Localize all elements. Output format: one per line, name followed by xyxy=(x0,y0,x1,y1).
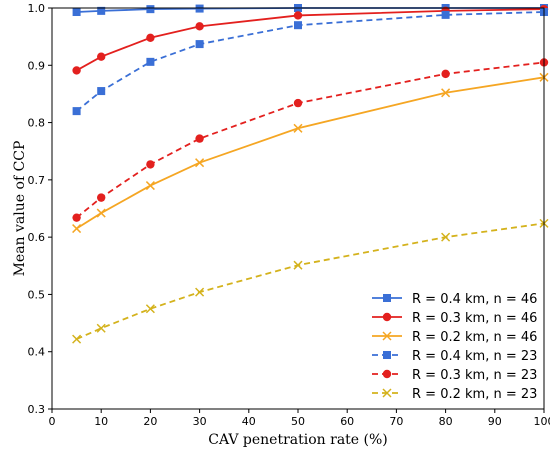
data-point xyxy=(72,224,82,234)
legend-label: R = 0.4 km, n = 46 xyxy=(412,292,537,307)
data-point xyxy=(97,87,106,96)
y-tick-label: 0.4 xyxy=(28,346,46,359)
x-tick-label: 60 xyxy=(340,415,354,428)
legend-marker xyxy=(382,388,392,398)
x-tick-label: 80 xyxy=(439,415,453,428)
legend-entry: R = 0.4 km, n = 46 xyxy=(372,292,537,307)
legend-label: R = 0.2 km, n = 46 xyxy=(412,330,537,345)
data-point xyxy=(146,160,155,169)
legend-entry: R = 0.4 km, n = 23 xyxy=(372,349,537,364)
y-axis: 0.3 0.4 0.5 0.6 0.7 0.8 0.9 1.0 xyxy=(28,2,52,416)
data-point xyxy=(97,52,106,61)
series-4 xyxy=(72,8,548,116)
data-point xyxy=(145,181,155,191)
x-tick-label: 40 xyxy=(242,415,256,428)
series-5 xyxy=(72,58,549,222)
y-tick-label: 1.0 xyxy=(28,2,46,15)
x-tick-label: 0 xyxy=(49,415,56,428)
x-tick-label: 30 xyxy=(193,415,207,428)
data-point xyxy=(294,21,302,30)
data-point xyxy=(146,33,155,42)
y-tick-label: 0.5 xyxy=(28,288,46,301)
data-point xyxy=(195,40,204,49)
data-point xyxy=(72,107,81,116)
data-point xyxy=(293,260,303,270)
legend-marker xyxy=(383,294,391,302)
legend: R = 0.4 km, n = 46 R = 0.3 km, n = 46 R = … xyxy=(372,292,537,402)
legend-marker xyxy=(383,351,391,359)
x-axis-label: CAV penetration rate (%) xyxy=(208,432,388,448)
legend-label: R = 0.4 km, n = 23 xyxy=(412,349,537,364)
data-point xyxy=(441,69,450,79)
data-point xyxy=(441,232,451,242)
data-point xyxy=(96,323,106,333)
legend-entry: R = 0.2 km, n = 23 xyxy=(372,387,537,402)
data-point xyxy=(195,134,204,143)
plot-area xyxy=(72,4,549,344)
x-tick-label: 90 xyxy=(488,415,502,428)
legend-entry: R = 0.3 km, n = 46 xyxy=(372,311,537,326)
data-point xyxy=(293,123,303,133)
y-axis-label: Mean value of CCP xyxy=(12,141,28,277)
data-point xyxy=(72,334,82,344)
data-point xyxy=(146,57,155,66)
data-point xyxy=(195,287,205,297)
x-axis: 0 10 20 30 40 50 60 70 80 90 100 xyxy=(49,409,550,428)
data-point xyxy=(441,88,451,98)
y-tick-label: 0.3 xyxy=(28,403,46,416)
x-tick-label: 10 xyxy=(94,415,108,428)
series-2 xyxy=(72,4,549,75)
data-point xyxy=(145,304,155,314)
y-tick-label: 0.8 xyxy=(28,117,46,130)
legend-label: R = 0.3 km, n = 23 xyxy=(412,368,537,383)
legend-label: R = 0.2 km, n = 23 xyxy=(412,387,537,402)
series-line xyxy=(76,61,545,219)
data-point xyxy=(293,11,303,20)
data-point xyxy=(72,213,81,222)
legend-label: R = 0.3 km, n = 46 xyxy=(412,311,537,326)
data-point xyxy=(146,5,155,14)
x-tick-label: 100 xyxy=(534,415,550,428)
legend-marker xyxy=(382,312,392,322)
data-point xyxy=(441,10,450,19)
x-tick-label: 70 xyxy=(389,415,403,428)
x-tick-label: 20 xyxy=(143,415,157,428)
data-point xyxy=(72,66,81,75)
data-point xyxy=(96,208,106,218)
series-3 xyxy=(72,72,549,234)
legend-entry: R = 0.3 km, n = 23 xyxy=(372,368,537,383)
y-tick-label: 0.6 xyxy=(28,231,46,244)
x-tick-label: 50 xyxy=(291,415,305,428)
data-point xyxy=(195,4,204,13)
data-point xyxy=(72,8,81,17)
legend-marker xyxy=(382,369,392,379)
legend-entry: R = 0.2 km, n = 46 xyxy=(372,330,537,345)
data-point xyxy=(195,22,204,31)
data-point xyxy=(97,193,106,202)
data-point xyxy=(195,158,205,168)
y-tick-label: 0.7 xyxy=(28,174,46,187)
data-point xyxy=(97,6,106,15)
y-tick-label: 0.9 xyxy=(28,59,46,72)
data-point xyxy=(293,98,303,108)
legend-marker xyxy=(382,331,392,341)
